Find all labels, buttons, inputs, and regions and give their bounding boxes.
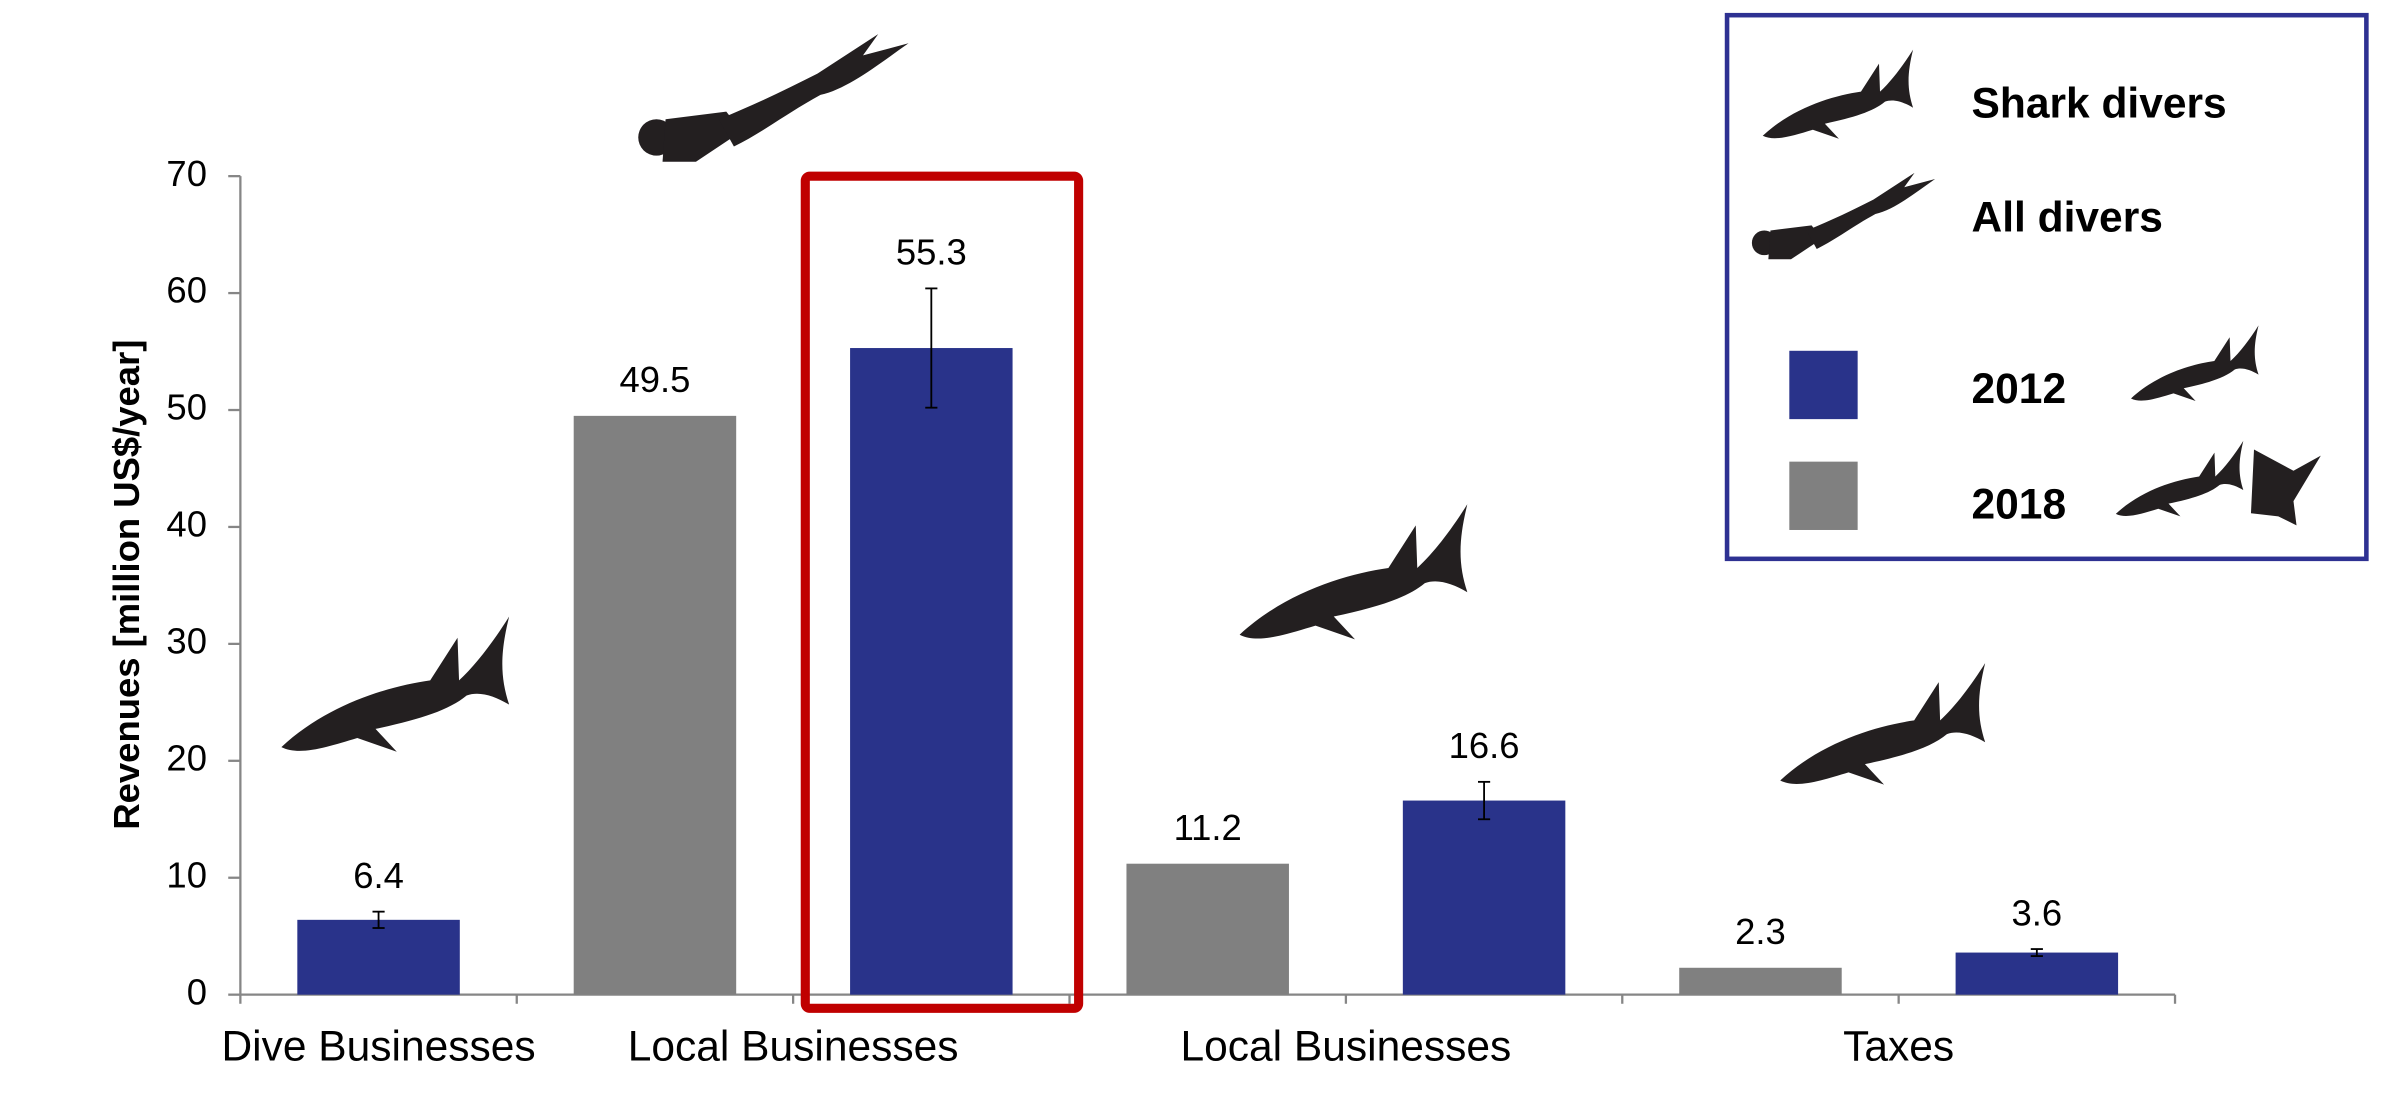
value-label: 55.3 (896, 232, 967, 273)
bar (1955, 952, 2119, 995)
x-tick-label: Local Businesses (628, 1024, 959, 1071)
legend-swatch (1789, 350, 1858, 420)
value-label: 2.3 (1735, 911, 1786, 952)
highlight-box (800, 171, 1084, 1013)
y-tick-label: 0 (187, 971, 207, 1012)
bar (850, 348, 1013, 995)
y-tick-label: 50 (166, 387, 207, 428)
y-tick-label: 30 (166, 620, 207, 661)
x-tick-label: Taxes (1843, 1024, 1954, 1071)
bar (1402, 800, 1566, 995)
y-tick-label: 60 (166, 270, 207, 311)
bar (573, 415, 737, 995)
bar (1679, 967, 1842, 995)
legend-label: All divers (1972, 194, 2163, 241)
y-tick-label: 20 (166, 737, 207, 778)
value-label: 49.5 (619, 359, 690, 400)
legend-label: 2012 (1972, 366, 2067, 413)
value-label: 3.6 (2012, 892, 2063, 933)
y-tick-label: 40 (166, 504, 207, 545)
value-label: 16.6 (1449, 725, 1520, 766)
value-label: 11.2 (1174, 807, 1242, 848)
y-tick-label: 70 (166, 153, 207, 194)
bar (1126, 863, 1289, 995)
value-label: 6.4 (353, 855, 404, 896)
legend-label: Shark divers (1972, 81, 2227, 128)
y-tick-label: 10 (166, 854, 207, 895)
y-axis-label: Revenues [million US$/year] (106, 340, 147, 830)
x-tick-label: Local Businesses (1181, 1024, 1512, 1071)
bar (297, 919, 460, 995)
legend-swatch (1789, 461, 1858, 530)
legend-box (1724, 12, 2369, 562)
x-tick-label: Dive Businesses (221, 1024, 535, 1071)
legend-label: 2018 (1972, 481, 2067, 528)
silhouettes (281, 34, 2321, 785)
